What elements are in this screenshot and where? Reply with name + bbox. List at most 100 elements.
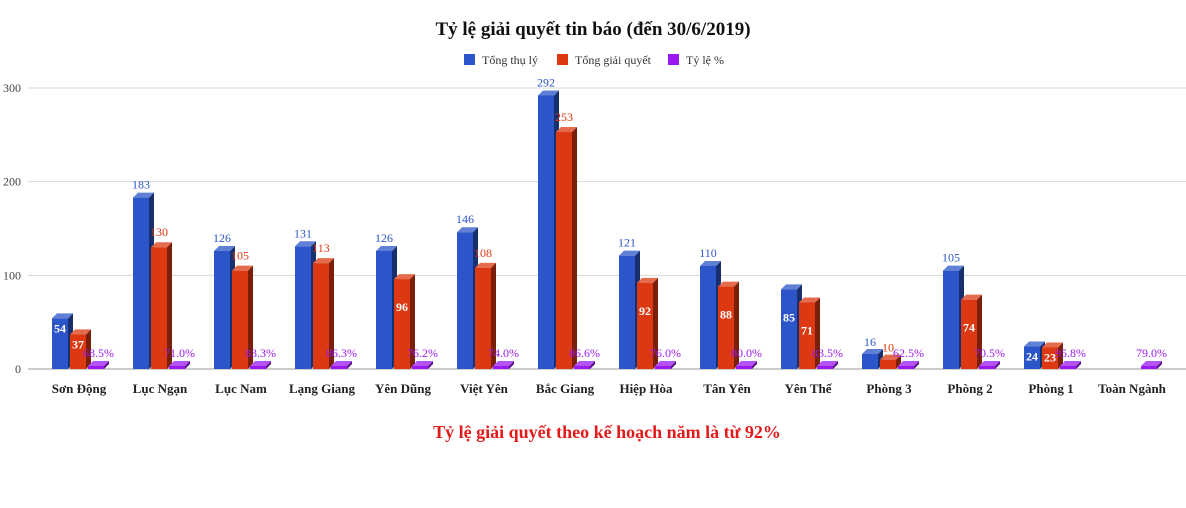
data-label: 80.0% — [731, 346, 762, 360]
bar[interactable] — [817, 366, 833, 369]
data-label: 105 — [942, 251, 960, 265]
bars — [52, 90, 1162, 369]
bar-top — [232, 265, 253, 271]
bar[interactable] — [1141, 366, 1157, 369]
bar-top — [133, 192, 154, 198]
bar[interactable] — [1060, 366, 1076, 369]
bar-top — [295, 241, 316, 247]
bar[interactable] — [781, 289, 797, 369]
bar[interactable] — [151, 247, 167, 369]
bar-top — [70, 329, 91, 335]
data-label: 54 — [54, 321, 66, 335]
y-tick-label: 0 — [15, 362, 21, 376]
bar-side — [734, 281, 739, 369]
bar[interactable] — [475, 267, 491, 369]
data-label: 71 — [801, 323, 813, 337]
bar[interactable] — [718, 286, 734, 369]
data-label: 108 — [474, 246, 492, 260]
bar[interactable] — [619, 255, 635, 369]
bar[interactable] — [331, 366, 347, 369]
bar-top — [457, 227, 478, 233]
bar-top — [394, 274, 415, 280]
bar[interactable] — [655, 366, 671, 369]
bar[interactable] — [214, 250, 230, 369]
bar[interactable] — [70, 334, 86, 369]
bar[interactable] — [412, 366, 428, 369]
legend-label-rate[interactable]: Tỷ lệ % — [686, 53, 724, 67]
bar[interactable] — [538, 95, 554, 369]
bar-top — [214, 245, 235, 251]
bar[interactable] — [493, 366, 509, 369]
bar-side — [1157, 361, 1162, 369]
bar[interactable] — [979, 366, 995, 369]
bar-top — [979, 361, 1000, 366]
bar[interactable] — [637, 282, 653, 369]
bar-top — [1060, 361, 1081, 366]
bar-side — [653, 277, 658, 369]
bar[interactable] — [232, 270, 248, 369]
bar[interactable] — [898, 366, 914, 369]
bar-top — [1042, 342, 1063, 348]
bar[interactable] — [52, 318, 68, 369]
bar-top — [151, 242, 172, 248]
bar-top — [655, 361, 676, 366]
data-labels: 543768.5%18313071.0%12610583.3%13111386.… — [54, 75, 1167, 364]
data-label: 183 — [132, 178, 150, 192]
bar[interactable] — [1024, 346, 1040, 369]
bar-top — [574, 361, 595, 366]
bar-top — [493, 361, 514, 366]
data-label: 10 — [882, 341, 894, 355]
bar[interactable] — [799, 302, 815, 369]
bar-top — [331, 361, 352, 366]
bar-side — [590, 361, 595, 369]
y-tick-label: 300 — [3, 81, 21, 95]
bar-top — [313, 258, 334, 264]
bar-top — [700, 260, 721, 266]
bar[interactable] — [133, 197, 149, 369]
bar[interactable] — [88, 366, 104, 369]
chart-title: Tỷ lệ giải quyết tin báo (đến 30/6/2019) — [435, 19, 750, 40]
bar-side — [428, 361, 433, 369]
bar[interactable] — [313, 263, 329, 369]
bar-side — [995, 361, 1000, 369]
data-label: 130 — [150, 225, 168, 239]
x-tick-label: Lục Ngạn — [133, 381, 188, 396]
bar-top — [943, 265, 964, 271]
bar[interactable] — [880, 359, 896, 369]
bar[interactable] — [376, 250, 392, 369]
legend-label-resolved[interactable]: Tổng giải quyết — [575, 53, 652, 67]
x-tick-label: Hiệp Hòa — [619, 381, 673, 396]
bar-top — [781, 284, 802, 290]
bar[interactable] — [943, 270, 959, 369]
data-label: 86.3% — [326, 346, 357, 360]
x-tick-label: Phòng 1 — [1028, 381, 1073, 396]
bar[interactable] — [556, 132, 572, 369]
bar-side — [1058, 342, 1063, 369]
bar-top — [862, 349, 883, 355]
data-label: 92 — [639, 304, 651, 318]
legend-label-total[interactable]: Tổng thụ lý — [482, 53, 538, 67]
data-label: 79.0% — [1136, 346, 1167, 360]
data-label: 113 — [312, 241, 330, 255]
bar[interactable] — [736, 366, 752, 369]
bar[interactable] — [862, 354, 878, 369]
bar[interactable] — [295, 246, 311, 369]
bar[interactable] — [457, 232, 473, 369]
bar[interactable] — [1042, 347, 1058, 369]
bar[interactable] — [700, 265, 716, 369]
bar-top — [637, 277, 658, 283]
bar[interactable] — [574, 366, 590, 369]
data-label: 126 — [375, 231, 393, 245]
bar-side — [266, 361, 271, 369]
bar[interactable] — [250, 366, 266, 369]
bar[interactable] — [169, 366, 185, 369]
bar-side — [815, 297, 820, 369]
y-tick-label: 100 — [3, 268, 21, 282]
bar[interactable] — [961, 299, 977, 369]
bar-side — [671, 361, 676, 369]
bar-top — [412, 361, 433, 366]
bar-side — [833, 361, 838, 369]
bar-side — [914, 361, 919, 369]
bar[interactable] — [394, 279, 410, 369]
